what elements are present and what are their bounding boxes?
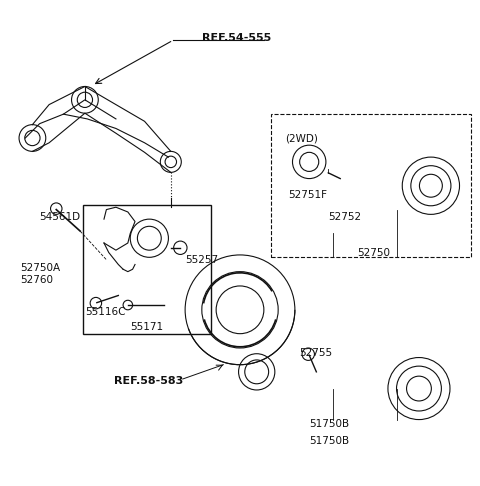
- Text: 55257: 55257: [185, 255, 218, 265]
- Text: (2WD): (2WD): [285, 133, 318, 143]
- Text: REF.54-555: REF.54-555: [202, 33, 271, 43]
- Text: 52751F: 52751F: [288, 191, 327, 200]
- Text: 52752: 52752: [328, 212, 361, 222]
- Text: 52750: 52750: [357, 247, 390, 258]
- Bar: [83, 205, 211, 334]
- Text: 51750B: 51750B: [309, 419, 349, 429]
- Text: 55116C: 55116C: [85, 307, 125, 317]
- Text: 51750B: 51750B: [309, 436, 349, 446]
- Text: 52755: 52755: [300, 348, 333, 358]
- Text: 52750A
52760: 52750A 52760: [21, 263, 60, 285]
- Text: 55171: 55171: [130, 322, 163, 331]
- Text: REF.58-583: REF.58-583: [114, 376, 183, 386]
- Bar: [271, 114, 471, 257]
- Text: 54561D: 54561D: [39, 212, 81, 222]
